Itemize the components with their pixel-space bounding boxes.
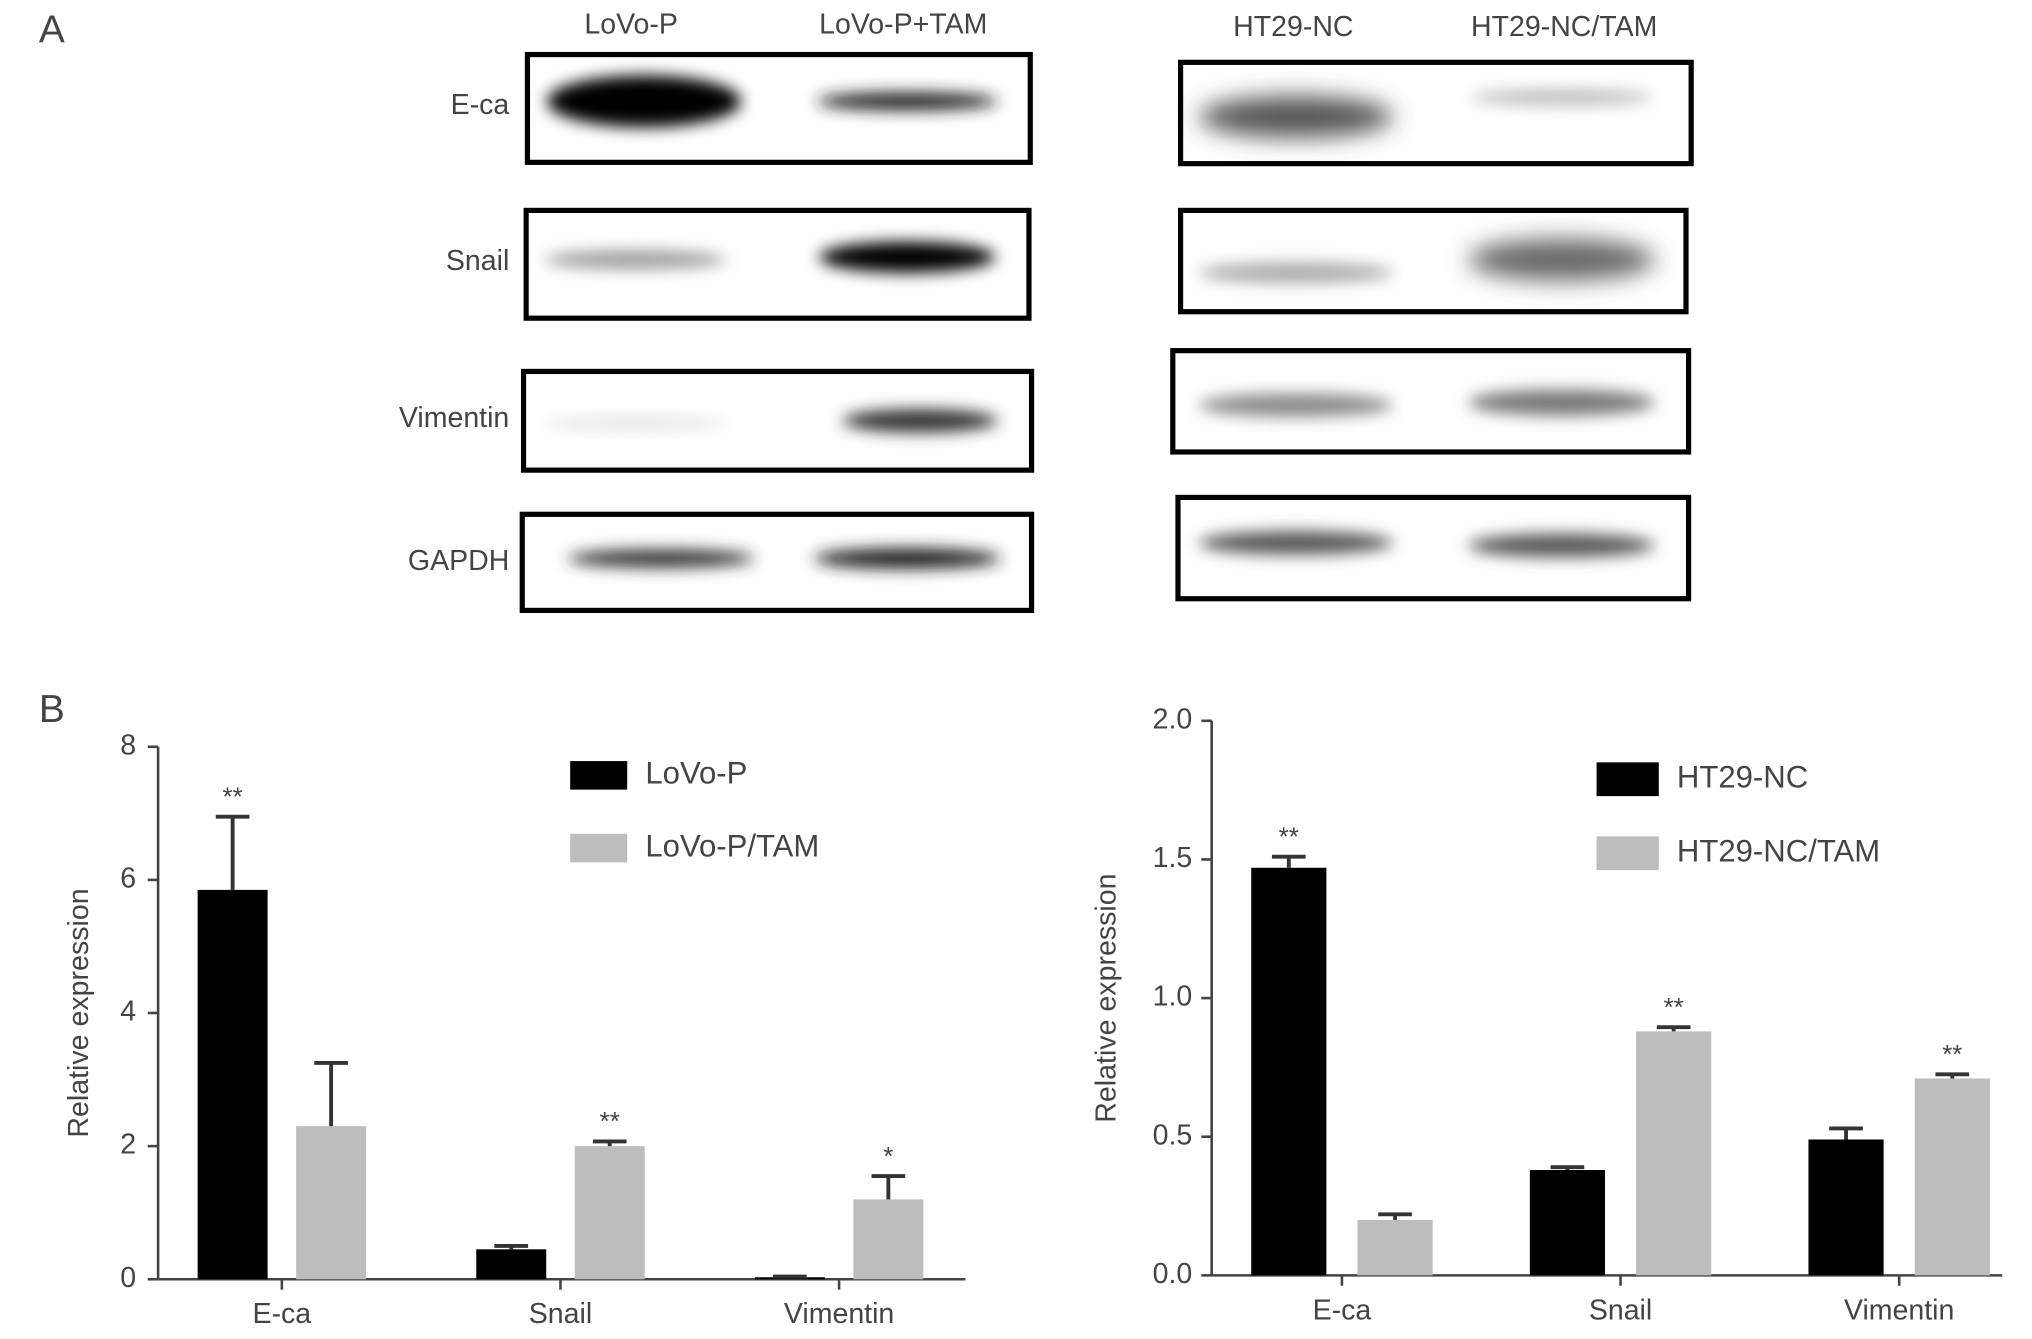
row-label: GAPDH [408,545,509,577]
blot-right [1170,59,1694,602]
bar [296,1126,367,1280]
legend-swatch [570,833,628,863]
bar [1808,1139,1884,1276]
y-tick-label: 0 [120,1262,136,1294]
y-tick-label: 0.5 [1153,1119,1193,1151]
legend-swatch [570,761,628,790]
bar [853,1199,924,1280]
lane-label: LoVo-P [584,9,677,41]
bar [574,1146,645,1280]
y-tick-label: 8 [120,729,136,761]
bar [1636,1031,1712,1276]
x-tick-label: Vimentin [1844,1294,1954,1326]
x-tick-label: Snail [1589,1294,1652,1326]
bar [476,1249,547,1280]
y-tick-label: 4 [120,996,136,1028]
bar [1251,867,1327,1276]
row-label: Snail [446,245,509,277]
y-tick-label: 2.0 [1153,703,1193,735]
lane-label: HT29-NC [1233,11,1353,43]
bar [1529,1169,1605,1276]
y-tick-label: 6 [120,862,136,894]
bar [197,889,268,1280]
x-tick-label: E-ca [253,1298,312,1330]
lane-label: HT29-NC/TAM [1471,11,1657,43]
significance: ** [600,1108,620,1136]
x-tick-label: Vimentin [784,1298,894,1330]
lane-label: LoVo-P+TAM [819,9,987,41]
legend-label: LoVo-P [645,756,747,791]
panel-label: B [39,688,65,731]
y-tick-label: 0.0 [1153,1258,1193,1290]
bar [1357,1219,1433,1276]
y-tick-label: 2 [120,1129,136,1161]
legend-label: HT29-NC [1677,759,1808,794]
blot-left [519,51,1035,614]
y-axis-label: Relative expression [1091,873,1123,1122]
row-label: E-ca [451,89,510,121]
y-tick-label: 1.5 [1153,842,1193,874]
panel-label: A [39,9,65,52]
significance: * [883,1143,893,1171]
legend-label: LoVo-P/TAM [645,828,819,863]
y-tick-label: 1.0 [1153,981,1193,1013]
bar [1914,1078,1990,1276]
y-axis-label: Relative expression [63,888,95,1137]
x-tick-label: Snail [529,1298,592,1330]
row-label: Vimentin [399,402,509,434]
significance: ** [1664,994,1684,1022]
significance: ** [1279,823,1299,851]
legend-swatch [1596,762,1659,797]
legend-label: HT29-NC/TAM [1677,833,1880,868]
x-tick-label: E-ca [1313,1294,1372,1326]
legend-swatch [1596,836,1659,871]
significance: ** [223,783,243,811]
significance: ** [1942,1041,1962,1069]
